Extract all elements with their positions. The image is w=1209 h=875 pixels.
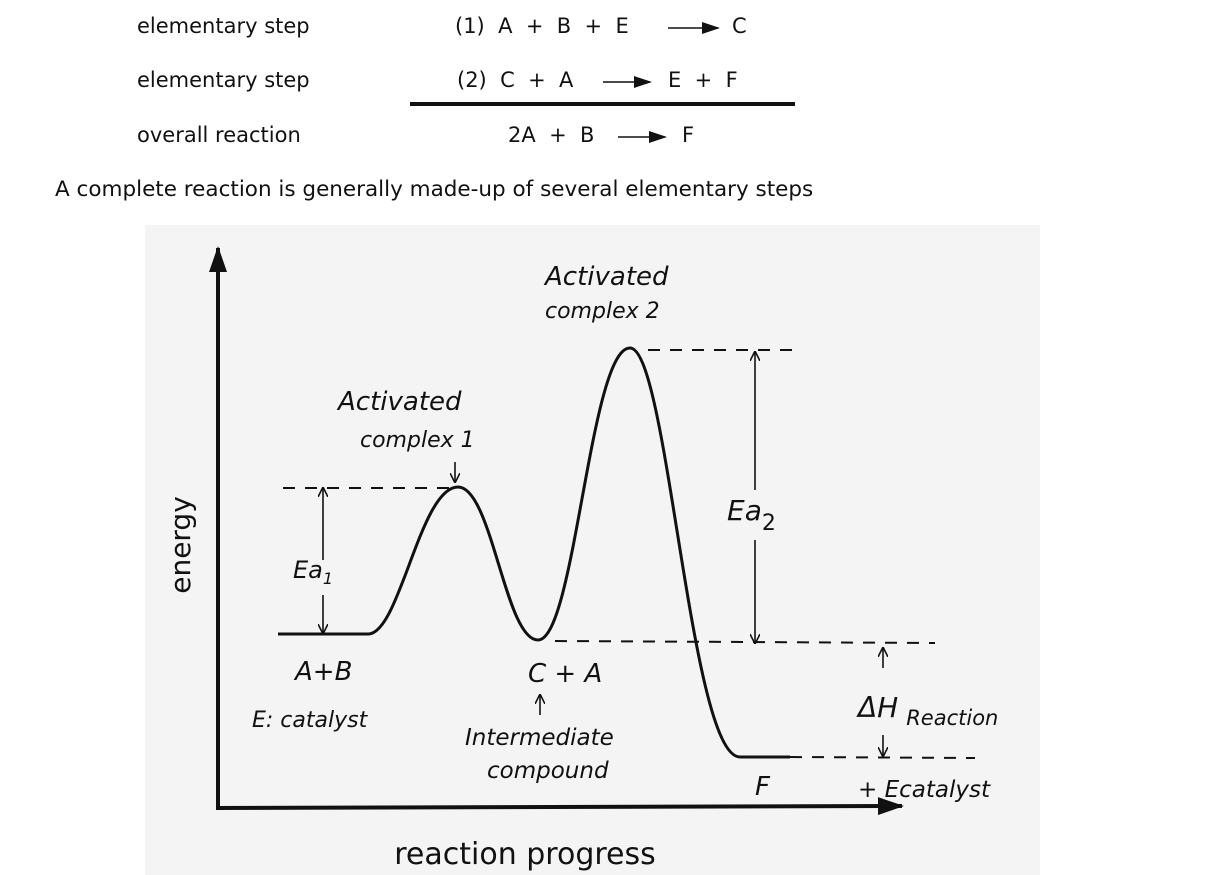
ea1: Ea bbox=[293, 556, 323, 584]
delta-h: ΔH bbox=[856, 691, 898, 724]
complex-2-label: complex 2 bbox=[545, 299, 660, 324]
product-note: + Ecatalyst bbox=[858, 777, 991, 803]
arrows bbox=[323, 352, 883, 756]
dashed-level bbox=[789, 756, 976, 759]
diagram-background bbox=[145, 225, 1040, 875]
step-label: elementary step bbox=[137, 14, 310, 38]
delta-h-label: ΔH Reaction bbox=[856, 691, 998, 730]
x-axis bbox=[215, 797, 904, 816]
intermediate-note: Intermediate bbox=[465, 725, 614, 751]
intermediate-note: compound bbox=[487, 758, 609, 784]
levels bbox=[283, 349, 976, 759]
dashed-level bbox=[554, 640, 936, 644]
complex-1-label: Activated bbox=[336, 387, 462, 417]
caption: A complete reaction is generally made-up… bbox=[55, 177, 814, 202]
x-axis-label: reaction progress bbox=[394, 837, 656, 872]
ea2-sub: 2 bbox=[762, 511, 776, 536]
products: E + F bbox=[668, 68, 738, 92]
reactants-label: A+B bbox=[293, 657, 352, 687]
reactants: (1) A + B + E bbox=[455, 14, 629, 38]
products: C bbox=[732, 14, 747, 38]
ea2: Ea bbox=[727, 494, 762, 527]
catalyst-label: E: catalyst bbox=[252, 708, 369, 733]
reactants: (2) C + A bbox=[457, 68, 574, 92]
step-label: overall reaction bbox=[137, 123, 301, 147]
ea2-label: Ea2 bbox=[727, 494, 776, 536]
product-label: F bbox=[755, 772, 771, 802]
complex-1-label: complex 1 bbox=[360, 428, 475, 453]
reactants: 2A + B bbox=[508, 123, 595, 147]
intermediate-label: C + A bbox=[528, 659, 602, 689]
ea1-sub: 1 bbox=[323, 569, 333, 588]
step-label: elementary step bbox=[137, 68, 310, 92]
energy-curve bbox=[278, 346, 790, 759]
ea1-label: Ea1 bbox=[293, 556, 333, 588]
complex-2-label: Activated bbox=[543, 262, 669, 292]
y-axis-label: energy bbox=[164, 496, 197, 594]
delta-h-sub: Reaction bbox=[906, 706, 998, 730]
products: F bbox=[682, 123, 695, 147]
